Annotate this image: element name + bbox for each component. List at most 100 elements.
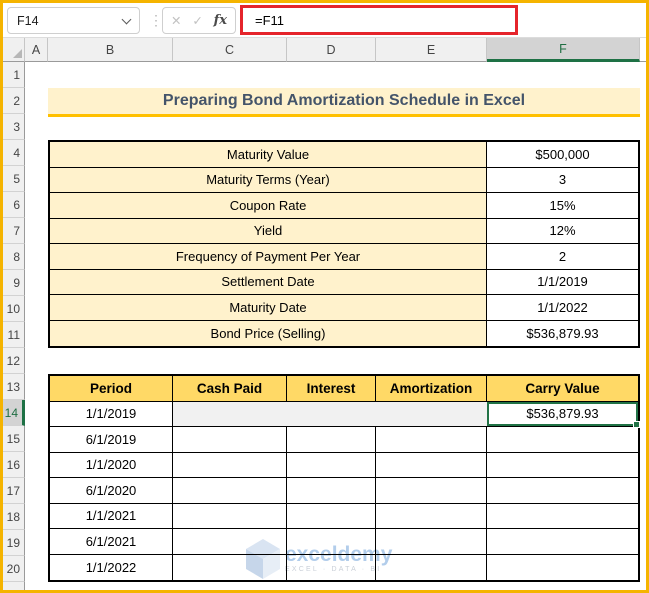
interest-cell[interactable] xyxy=(287,554,376,580)
row-header-filler xyxy=(3,582,25,590)
header-amortization[interactable]: Amortization xyxy=(376,376,487,401)
select-all-button[interactable] xyxy=(3,38,25,62)
row-header-12[interactable]: 12 xyxy=(3,348,25,374)
cash-paid-cell[interactable] xyxy=(173,529,287,554)
shaded-empty-cells[interactable] xyxy=(173,401,487,426)
interest-cell[interactable] xyxy=(287,452,376,477)
interest-cell[interactable] xyxy=(287,427,376,452)
row-header-2[interactable]: 2 xyxy=(3,88,25,114)
row-header-10[interactable]: 10 xyxy=(3,296,25,322)
column-header-f-selected[interactable]: F xyxy=(487,38,640,62)
cash-paid-cell[interactable] xyxy=(173,554,287,580)
info-label-cell[interactable]: Yield xyxy=(50,218,487,243)
carry-value-cell[interactable] xyxy=(487,529,638,554)
amortization-cell[interactable] xyxy=(376,478,487,503)
amortization-cell[interactable] xyxy=(376,503,487,528)
carry-value-cell[interactable] xyxy=(487,427,638,452)
period-cell[interactable]: 1/1/2020 xyxy=(50,452,173,477)
interest-cell[interactable] xyxy=(287,478,376,503)
row-header-19[interactable]: 19 xyxy=(3,530,25,556)
row-header-14-selected[interactable]: 14 xyxy=(3,400,25,426)
interest-cell[interactable] xyxy=(287,503,376,528)
interest-cell[interactable] xyxy=(287,529,376,554)
formula-input[interactable]: =F11 xyxy=(240,5,518,35)
insert-function-icon[interactable]: fx xyxy=(213,13,227,28)
row-header-1[interactable]: 1 xyxy=(3,62,25,88)
bond-info-table: Maturity Value $500,000 Maturity Terms (… xyxy=(48,140,640,348)
info-value-cell[interactable]: $500,000 xyxy=(487,142,638,167)
fill-handle[interactable] xyxy=(633,421,640,428)
table-row: Maturity Value $500,000 xyxy=(50,142,638,168)
row-header-13[interactable]: 13 xyxy=(3,374,25,400)
chevron-down-icon[interactable] xyxy=(121,14,132,24)
name-box-value: F14 xyxy=(17,13,39,28)
period-cell[interactable]: 1/1/2022 xyxy=(50,554,173,580)
amortization-cell[interactable] xyxy=(376,452,487,477)
info-value-cell[interactable]: 2 xyxy=(487,244,638,269)
schedule-row: 6/1/2021 xyxy=(50,529,638,555)
selected-cell-f14[interactable]: $536,879.93 xyxy=(487,401,640,428)
info-value-cell[interactable]: 1/1/2022 xyxy=(487,295,638,320)
info-value-cell[interactable]: 15% xyxy=(487,193,638,218)
info-label-cell[interactable]: Maturity Value xyxy=(50,142,487,167)
row-header-20[interactable]: 20 xyxy=(3,556,25,582)
header-interest[interactable]: Interest xyxy=(287,376,376,401)
row-header-6[interactable]: 6 xyxy=(3,192,25,218)
info-value-cell[interactable]: 12% xyxy=(487,218,638,243)
info-value-cell[interactable]: 1/1/2019 xyxy=(487,269,638,294)
row-header-8[interactable]: 8 xyxy=(3,244,25,270)
carry-value-cell[interactable] xyxy=(487,478,638,503)
info-label-cell[interactable]: Bond Price (Selling) xyxy=(50,320,487,346)
row-header-9[interactable]: 9 xyxy=(3,270,25,296)
cancel-icon[interactable]: ✕ xyxy=(171,14,182,28)
amortization-cell[interactable] xyxy=(376,427,487,452)
row-header-16[interactable]: 16 xyxy=(3,452,25,478)
schedule-row: 6/1/2020 xyxy=(50,478,638,504)
row-header-4[interactable]: 4 xyxy=(3,140,25,166)
row-header-18[interactable]: 18 xyxy=(3,504,25,530)
column-header-d[interactable]: D xyxy=(287,38,376,62)
amortization-cell[interactable] xyxy=(376,554,487,580)
row-header-3[interactable]: 3 xyxy=(3,114,25,140)
header-cash-paid[interactable]: Cash Paid xyxy=(173,376,287,401)
carry-value-cell[interactable] xyxy=(487,555,638,581)
info-label-cell[interactable]: Frequency of Payment Per Year xyxy=(50,244,487,269)
cash-paid-cell[interactable] xyxy=(173,427,287,452)
cash-paid-cell[interactable] xyxy=(173,452,287,477)
period-cell[interactable]: 6/1/2021 xyxy=(50,529,173,554)
period-cell[interactable]: 6/1/2020 xyxy=(50,478,173,503)
cash-paid-cell[interactable] xyxy=(173,503,287,528)
name-box[interactable]: F14 xyxy=(7,7,140,34)
row-header-17[interactable]: 17 xyxy=(3,478,25,504)
info-value-cell[interactable]: $536,879.93 xyxy=(487,320,638,346)
info-label-cell[interactable]: Maturity Date xyxy=(50,295,487,320)
formula-buttons-group: ✕ ✓ fx xyxy=(162,7,236,34)
schedule-row: 1/1/2022 xyxy=(50,554,638,581)
column-header-b[interactable]: B xyxy=(48,38,173,62)
row-header-7[interactable]: 7 xyxy=(3,218,25,244)
enter-icon[interactable]: ✓ xyxy=(192,14,203,28)
header-period[interactable]: Period xyxy=(50,376,173,401)
watermark-brand: exceldemy xyxy=(285,543,393,566)
cash-paid-cell[interactable] xyxy=(173,478,287,503)
sheet-title-cell[interactable]: Preparing Bond Amortization Schedule in … xyxy=(48,88,640,117)
column-header-c[interactable]: C xyxy=(173,38,287,62)
info-label-cell[interactable]: Settlement Date xyxy=(50,269,487,294)
table-row: Bond Price (Selling) $536,879.93 xyxy=(50,320,638,346)
amortization-cell[interactable] xyxy=(376,529,487,554)
info-value-cell[interactable]: 3 xyxy=(487,167,638,192)
period-cell[interactable]: 1/1/2021 xyxy=(50,503,173,528)
row-header-11[interactable]: 11 xyxy=(3,322,25,348)
period-cell[interactable]: 6/1/2019 xyxy=(50,427,173,452)
carry-value-cell[interactable] xyxy=(487,453,638,478)
info-label-cell[interactable]: Maturity Terms (Year) xyxy=(50,167,487,192)
row-header-15[interactable]: 15 xyxy=(3,426,25,452)
info-label-cell[interactable]: Coupon Rate xyxy=(50,193,487,218)
column-header-e[interactable]: E xyxy=(376,38,487,62)
column-header-a[interactable]: A xyxy=(25,38,48,62)
header-carry-value[interactable]: Carry Value xyxy=(487,376,638,401)
row-header-5[interactable]: 5 xyxy=(3,166,25,192)
period-cell[interactable]: 1/1/2019 xyxy=(50,401,173,426)
carry-value-cell[interactable] xyxy=(487,504,638,529)
